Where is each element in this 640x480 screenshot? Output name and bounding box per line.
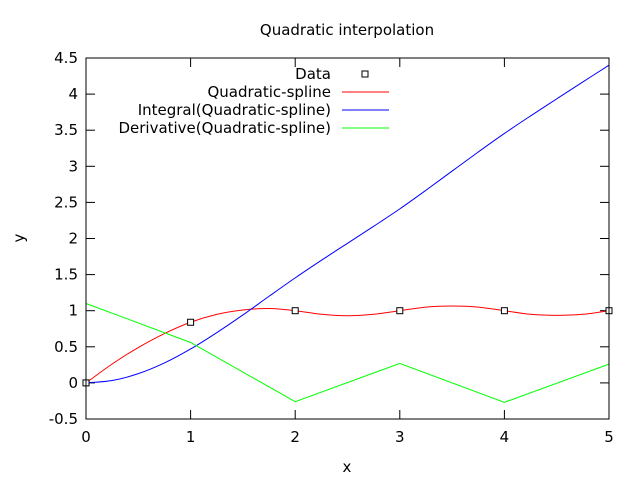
quadratic-spline-line [85, 305, 610, 384]
x-tick-label: 1 [186, 428, 196, 446]
data-point [187, 318, 195, 326]
y-tick-label: 3 [68, 157, 78, 175]
y-tick-label: 2.5 [54, 193, 78, 211]
legend: DataQuadratic-splineIntegral(Quadratic-s… [118, 65, 389, 137]
y-tick-label: 2 [68, 230, 78, 248]
plot-area-border [85, 57, 610, 420]
data-point [500, 307, 508, 315]
legend-label: Derivative(Quadratic-spline) [118, 119, 331, 137]
y-tick-label: 1.5 [54, 266, 78, 284]
legend-label: Data [295, 65, 331, 83]
y-tick-label: 0 [68, 374, 78, 392]
y-tick-label: 4 [68, 85, 78, 103]
y-axis-label: y [10, 233, 28, 242]
data-point [291, 307, 299, 315]
legend-label: Integral(Quadratic-spline) [138, 101, 331, 119]
y-tick-label: 4.5 [54, 49, 78, 67]
x-axis-label: x [343, 458, 352, 476]
chart-title: Quadratic interpolation [260, 21, 434, 39]
y-tick-label: 0.5 [54, 338, 78, 356]
legend-label: Quadratic-spline [207, 83, 331, 101]
x-tick-label: 5 [604, 428, 614, 446]
x-tick-label: 0 [81, 428, 91, 446]
plot-series [82, 64, 613, 403]
data-point [396, 307, 404, 315]
x-tick-label: 2 [290, 428, 300, 446]
tick-labels: -0.500.511.522.533.544.50 1 2 3 4 5 [49, 49, 614, 446]
y-tick-label: 1 [68, 302, 78, 320]
y-tick-label: 3.5 [54, 121, 78, 139]
x-tick-label: 3 [395, 428, 405, 446]
legend-marker [361, 70, 369, 78]
y-tick-label: -0.5 [49, 410, 78, 428]
x-tick-label: 4 [500, 428, 510, 446]
derivative-quadratic-spline-line [85, 303, 610, 403]
integral-quadratic-spline-line [85, 64, 610, 384]
